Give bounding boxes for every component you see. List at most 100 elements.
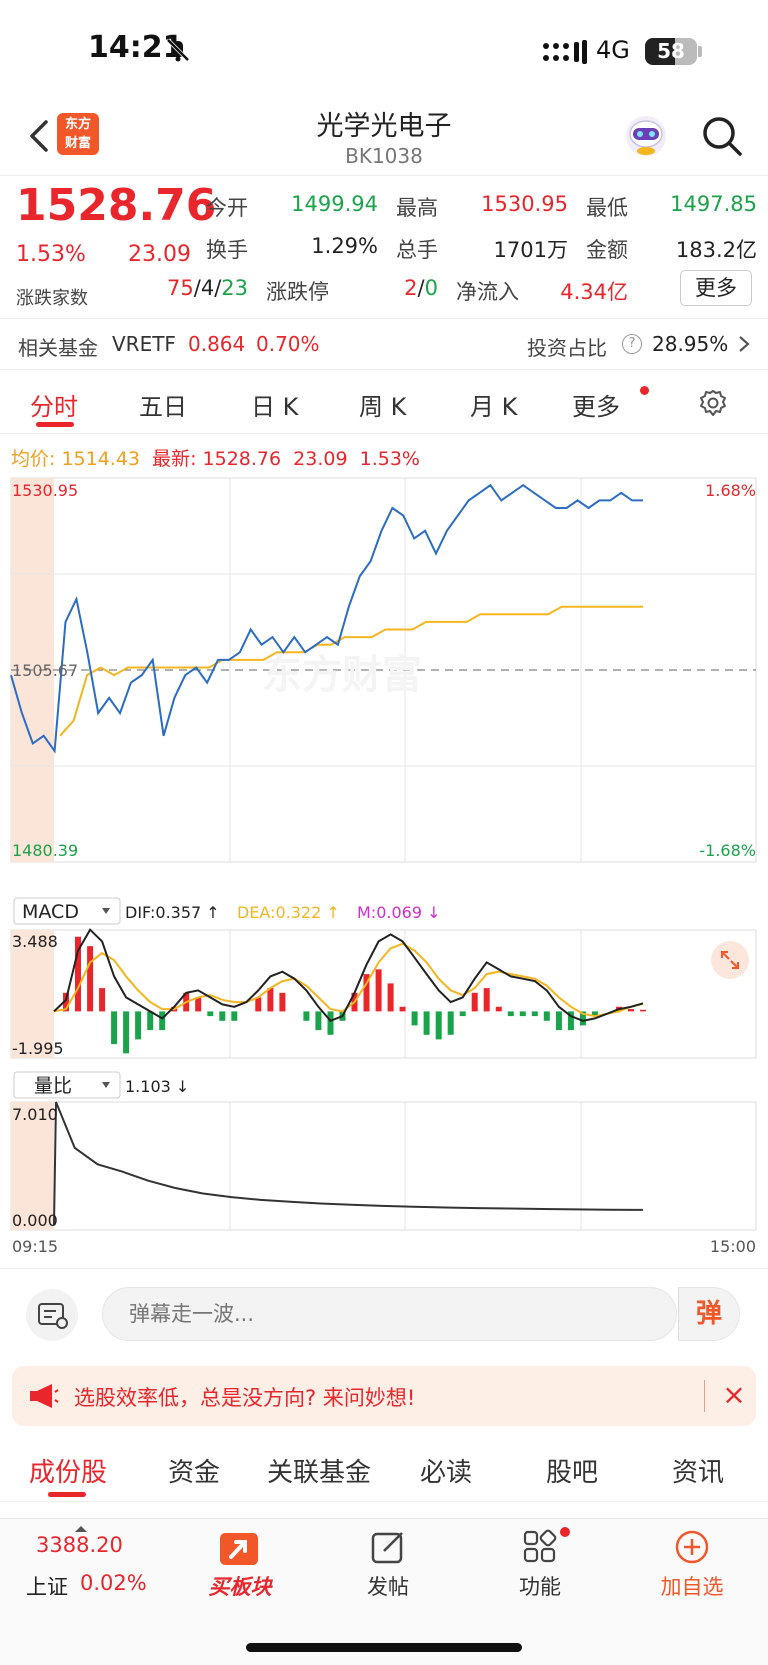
add-watchlist-label: 加自选 — [660, 1575, 724, 1599]
dea-line — [53, 942, 644, 1018]
notification-dot — [640, 386, 649, 395]
bell-muted-icon — [166, 38, 190, 62]
megaphone-icon — [30, 1384, 59, 1408]
avg-label: 均价: — [11, 448, 56, 470]
danmu-input[interactable] — [102, 1287, 677, 1341]
x-tick-end: 15:00 — [710, 1237, 756, 1256]
limit-down-count: 0 — [424, 276, 438, 300]
battery-fill — [645, 38, 676, 65]
amount-value: 183.2亿 — [675, 238, 757, 262]
macd-auction-zone — [11, 930, 54, 1058]
add-watchlist-button[interactable]: 加自选 — [646, 1519, 738, 1629]
intraday-info-line: 均价: 1514.43 最新: 1528.76 23.09 1.53% — [11, 444, 420, 471]
search-icon[interactable] — [700, 114, 744, 158]
limit-values: 2/0 — [404, 276, 438, 300]
change-percent: 1.53% — [16, 242, 86, 267]
danmu-send-button[interactable]: 弹 — [678, 1287, 740, 1341]
index-ticker[interactable]: 3388.20 上证 0.02% — [18, 1519, 158, 1629]
turnover-value: 1.29% — [311, 234, 378, 258]
promo-divider — [704, 1380, 705, 1412]
macd-y-tick-low: -1.995 — [12, 1039, 64, 1058]
volume-ratio-frame — [10, 1101, 757, 1231]
tab-more[interactable]: 更多 — [572, 393, 620, 421]
flat-count: 4 — [200, 276, 215, 300]
expand-icon — [721, 951, 739, 969]
high-value: 1530.95 — [481, 192, 568, 216]
close-icon[interactable]: × — [722, 1378, 746, 1411]
chart-area[interactable]: 东方财富 1530.95 1505.67 1480.39 1.68% -1.68… — [0, 470, 768, 1260]
functions-button[interactable]: 功能 — [496, 1519, 584, 1629]
investment-ratio-label: 投资占比 — [527, 336, 607, 360]
signal-icon — [543, 40, 587, 64]
caret-up-icon — [75, 1526, 87, 1532]
volume-ratio-value: 1.103 ↓ — [125, 1077, 189, 1096]
edit-icon — [371, 1532, 403, 1564]
tab-five-day[interactable]: 五日 — [139, 393, 187, 421]
buy-board-label: 买板块 — [208, 1575, 272, 1599]
limit-label: 涨跌停 — [266, 280, 329, 304]
status-time: 14:21 — [88, 30, 184, 65]
chevron-down-icon — [102, 908, 110, 914]
avg-value: 1514.43 — [61, 448, 141, 470]
amount-label: 金额 — [586, 238, 628, 262]
notification-dot — [560, 1527, 570, 1537]
tab-forum[interactable]: 股吧 — [546, 1458, 599, 1488]
latest-pct: 1.53% — [359, 448, 420, 470]
tab-constituents[interactable]: 成份股 — [29, 1458, 108, 1488]
limit-up-count: 2 — [404, 276, 418, 300]
home-indicator — [246, 1643, 522, 1652]
watermark: 东方财富 — [262, 652, 422, 698]
chevron-right-icon[interactable] — [737, 335, 751, 353]
volume-auction-zone — [11, 1102, 54, 1230]
tab-weekly-k[interactable]: 周 K — [359, 393, 407, 421]
indicator-selector[interactable] — [13, 897, 121, 925]
tab-intraday[interactable]: 分时 — [30, 393, 78, 421]
tab-funds-flow[interactable]: 资金 — [168, 1458, 221, 1488]
tab-monthly-k[interactable]: 月 K — [470, 393, 518, 421]
volume-ratio-selector[interactable] — [13, 1071, 121, 1099]
breadth-label: 涨跌家数 — [16, 288, 88, 309]
battery-icon: 58 — [645, 38, 697, 65]
status-bar: 14:21 4G 58 — [0, 0, 768, 100]
expand-button[interactable] — [711, 941, 749, 979]
danmu-list-icon[interactable] — [26, 1289, 78, 1341]
battery-level: 58 — [657, 39, 685, 63]
chart-period-tabs: 分时 五日 日 K 周 K 月 K 更多 — [0, 372, 768, 434]
promo-text: 选股效率低，总是没方向? 来问妙想! — [74, 1386, 416, 1410]
apps-grid-icon — [523, 1529, 557, 1563]
buy-board-button[interactable]: 买板块 — [196, 1519, 284, 1629]
indicator-name: MACD — [22, 901, 79, 923]
brand-logo[interactable]: 东方 财富 — [57, 113, 99, 155]
y-tick-high: 1530.95 — [12, 481, 78, 500]
robot-assistant-icon[interactable] — [624, 114, 668, 158]
info-icon[interactable]: ? — [622, 334, 642, 354]
volume-value: 1701万 — [493, 238, 568, 262]
volume-ratio-name: 量比 — [34, 1075, 72, 1097]
post-button[interactable]: 发帖 — [344, 1519, 432, 1629]
fund-name[interactable]: VRETF — [112, 332, 176, 356]
post-label: 发帖 — [367, 1575, 409, 1599]
y-tick-low: 1480.39 — [12, 841, 78, 860]
tab-must-read[interactable]: 必读 — [420, 1458, 473, 1488]
tab-news[interactable]: 资讯 — [672, 1458, 725, 1488]
low-value: 1497.85 — [670, 192, 757, 216]
tab-related-funds[interactable]: 关联基金 — [267, 1458, 372, 1488]
latest-value: 1528.76 — [202, 448, 282, 470]
turnover-label: 换手 — [206, 238, 248, 262]
back-arrow-icon[interactable] — [24, 116, 54, 156]
bottom-nav: 3388.20 上证 0.02% 买板块 发帖 功能 加自选 — [0, 1518, 768, 1665]
functions-label: 功能 — [519, 1575, 561, 1599]
more-button[interactable]: 更多 — [680, 270, 752, 306]
related-fund-label: 相关基金 — [18, 336, 98, 360]
page-title: 光学光电子 — [316, 111, 452, 142]
index-name: 上证 — [26, 1575, 68, 1599]
dea-value: DEA:0.322 ↑ — [237, 903, 340, 922]
gear-icon[interactable] — [698, 388, 728, 418]
inflow-value: 4.34亿 — [560, 280, 628, 304]
open-label: 今开 — [206, 196, 248, 220]
related-fund-row[interactable]: 相关基金 VRETF 0.864 0.70% 投资占比 ? 28.95% — [0, 318, 768, 370]
active-section-indicator — [48, 1492, 86, 1497]
tab-daily-k[interactable]: 日 K — [251, 393, 299, 421]
promo-banner[interactable]: 选股效率低，总是没方向? 来问妙想! × — [12, 1366, 756, 1426]
avg-price-line — [59, 605, 643, 737]
